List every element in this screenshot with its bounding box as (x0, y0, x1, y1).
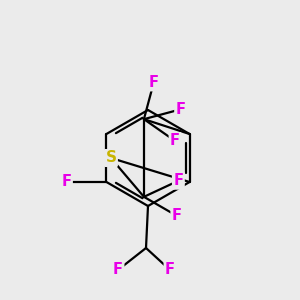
Text: F: F (149, 75, 159, 90)
Text: F: F (61, 175, 71, 190)
Text: F: F (165, 262, 175, 278)
Text: S: S (105, 151, 116, 166)
Text: F: F (172, 208, 182, 223)
Text: F: F (176, 102, 186, 117)
Text: F: F (170, 134, 180, 148)
Text: F: F (173, 173, 183, 188)
Text: F: F (113, 262, 123, 278)
